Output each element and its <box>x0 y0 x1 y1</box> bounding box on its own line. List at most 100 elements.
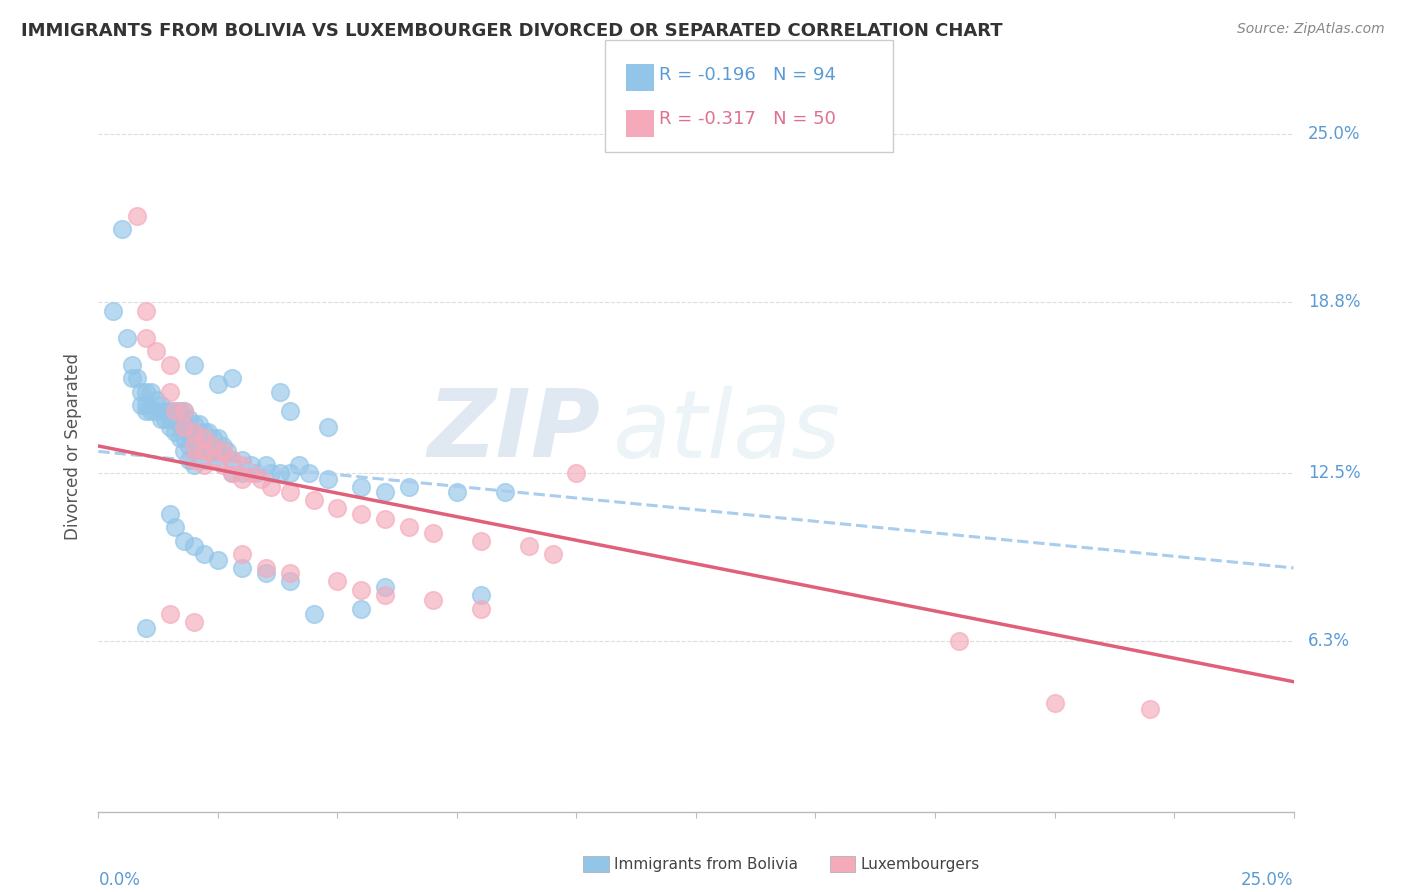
Point <box>159 358 181 372</box>
Point <box>163 412 186 426</box>
Point <box>173 431 195 445</box>
Point <box>155 404 177 418</box>
Point <box>193 458 215 472</box>
Point <box>202 439 225 453</box>
Point <box>135 331 157 345</box>
Point <box>211 452 233 467</box>
Point <box>398 520 420 534</box>
Point <box>278 574 301 589</box>
Point <box>163 425 186 440</box>
Text: atlas: atlas <box>613 386 841 477</box>
Point <box>350 601 373 615</box>
Point <box>173 533 195 548</box>
Point <box>183 425 205 440</box>
Point <box>163 404 186 418</box>
Point <box>422 593 444 607</box>
Point <box>217 444 239 458</box>
Point <box>163 404 186 418</box>
Point <box>197 439 219 453</box>
Text: 25.0%: 25.0% <box>1308 126 1361 144</box>
Point <box>169 417 191 432</box>
Point <box>169 431 191 445</box>
Point <box>183 539 205 553</box>
Point <box>231 458 253 472</box>
Text: IMMIGRANTS FROM BOLIVIA VS LUXEMBOURGER DIVORCED OR SEPARATED CORRELATION CHART: IMMIGRANTS FROM BOLIVIA VS LUXEMBOURGER … <box>21 22 1002 40</box>
Point <box>183 615 205 629</box>
Point <box>149 412 172 426</box>
Point <box>159 404 181 418</box>
Point <box>374 512 396 526</box>
Point <box>111 222 134 236</box>
Point <box>202 452 225 467</box>
Point <box>269 384 291 399</box>
Point <box>159 384 181 399</box>
Point <box>221 371 243 385</box>
Point <box>159 412 181 426</box>
Point <box>1043 697 1066 711</box>
Point <box>446 485 468 500</box>
Point <box>374 588 396 602</box>
Point <box>193 452 215 467</box>
Point <box>179 412 201 426</box>
Point <box>159 507 181 521</box>
Point <box>193 444 215 458</box>
Point <box>254 566 277 581</box>
Point <box>173 404 195 418</box>
Point <box>169 404 191 418</box>
Point <box>422 525 444 540</box>
Point <box>155 412 177 426</box>
Point <box>221 452 243 467</box>
Point <box>135 384 157 399</box>
Point <box>221 452 243 467</box>
Point <box>139 384 162 399</box>
Point <box>278 485 301 500</box>
Point <box>470 533 492 548</box>
Text: 0.0%: 0.0% <box>98 871 141 889</box>
Point <box>173 420 195 434</box>
Point <box>541 547 564 561</box>
Y-axis label: Divorced or Separated: Divorced or Separated <box>65 352 83 540</box>
Point <box>131 398 153 412</box>
Point <box>326 574 349 589</box>
Point <box>135 404 157 418</box>
Point <box>240 458 263 472</box>
Point <box>470 588 492 602</box>
Point <box>187 444 209 458</box>
Point <box>221 466 243 480</box>
Point <box>1139 702 1161 716</box>
Point <box>231 452 253 467</box>
Point <box>183 358 205 372</box>
Point <box>350 582 373 597</box>
Point <box>183 458 205 472</box>
Point <box>221 466 243 480</box>
Text: R = -0.196   N = 94: R = -0.196 N = 94 <box>659 66 837 85</box>
Point <box>183 417 205 432</box>
Point <box>125 209 148 223</box>
Point <box>173 444 195 458</box>
Point <box>197 452 219 467</box>
Point <box>145 344 167 359</box>
Point <box>187 431 209 445</box>
Point <box>135 620 157 634</box>
Point <box>193 425 215 440</box>
Point <box>948 634 970 648</box>
Text: ZIP: ZIP <box>427 385 600 477</box>
Point <box>259 466 281 480</box>
Point <box>131 384 153 399</box>
Text: 12.5%: 12.5% <box>1308 464 1361 482</box>
Point <box>207 553 229 567</box>
Point <box>240 466 263 480</box>
Point <box>101 303 124 318</box>
Text: Source: ZipAtlas.com: Source: ZipAtlas.com <box>1237 22 1385 37</box>
Point <box>207 376 229 391</box>
Point <box>173 404 195 418</box>
Text: Luxembourgers: Luxembourgers <box>860 857 980 871</box>
Point <box>398 480 420 494</box>
Text: 6.3%: 6.3% <box>1308 632 1350 650</box>
Point <box>374 485 396 500</box>
Point <box>250 471 273 485</box>
Point <box>231 471 253 485</box>
Point <box>139 404 162 418</box>
Point <box>494 485 516 500</box>
Point <box>211 439 233 453</box>
